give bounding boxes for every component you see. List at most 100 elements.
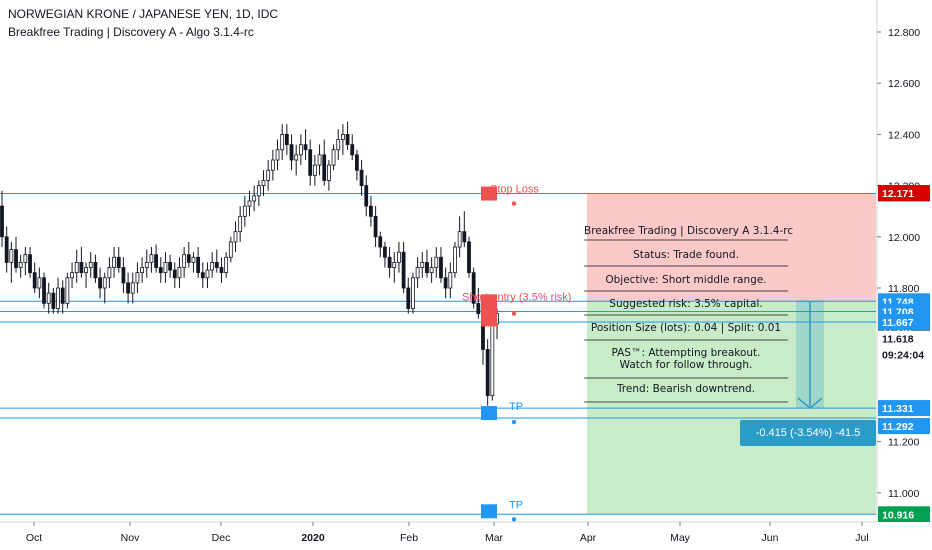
candle-body: [415, 267, 420, 279]
x-tick-label: 2020: [301, 532, 325, 544]
chart-title: NORWEGIAN KRONE / JAPANESE YEN, 1D, IDC: [8, 7, 279, 21]
candle-body: [196, 256, 201, 274]
tp-dot-1: [511, 419, 517, 425]
candle-body: [378, 236, 383, 248]
y-tick-label: 11.800: [888, 283, 919, 295]
axis-badge: [878, 330, 930, 347]
stop-loss-zone: [587, 193, 876, 302]
x-tick-label: Feb: [400, 532, 418, 544]
axis-badge: [878, 400, 930, 417]
y-tick-label: 11.200: [888, 437, 919, 449]
info-line-objective: Objective: Short middle range.: [605, 274, 767, 286]
candle-body: [443, 277, 448, 289]
candle-body: [462, 231, 467, 243]
candle-body: [383, 246, 387, 258]
candle-body: [191, 256, 196, 263]
x-tick-label: May: [670, 532, 691, 544]
candle-body: [51, 292, 56, 309]
candle-body: [93, 261, 98, 279]
candle-body: [457, 231, 462, 248]
y-tick-label: 12.600: [888, 78, 920, 90]
candle-body: [471, 272, 476, 304]
stop-loss-label: Stop Loss: [490, 184, 539, 196]
candle-body: [158, 267, 163, 274]
candle-body: [154, 254, 159, 268]
candle-body: [284, 133, 289, 146]
candle-body: [420, 261, 425, 268]
candle-body: [317, 154, 322, 166]
candle-body: [312, 164, 317, 176]
y-tick-label: 12.400: [888, 129, 920, 141]
candle-body: [359, 169, 364, 187]
candle-body: [434, 256, 439, 268]
x-tick-label: Jun: [762, 532, 779, 544]
candle-body: [219, 267, 224, 274]
axis-badge: [878, 418, 930, 435]
candle-body: [228, 241, 233, 258]
candle-body: [294, 154, 299, 161]
candle-body: [411, 277, 415, 309]
candle-body: [224, 256, 229, 274]
candle-body: [168, 261, 173, 271]
candle-body: [392, 261, 397, 268]
candle-body: [401, 251, 406, 289]
candle-body: [0, 205, 4, 238]
candle-body: [14, 249, 18, 268]
y-axis-background: [877, 0, 932, 550]
candle-body: [42, 277, 46, 304]
candle-body: [406, 287, 411, 309]
candle-body: [210, 261, 215, 271]
candle-body: [280, 133, 285, 151]
candle-body: [186, 254, 191, 263]
candle-body: [387, 256, 392, 268]
candle-body: [116, 256, 121, 268]
x-tick-label: Oct: [26, 532, 42, 544]
candle-body: [364, 185, 369, 207]
tp-marker-2: [481, 504, 497, 519]
candle-body: [56, 287, 60, 309]
candle-body: [326, 164, 331, 181]
info-line-position-size: Position Size (lots): 0.04 | Split: 0.01: [590, 322, 782, 334]
candle-body: [23, 254, 28, 263]
candle-body: [233, 231, 238, 243]
candle-body: [98, 277, 102, 289]
candle-body: [18, 261, 23, 268]
candle-body: [355, 154, 359, 171]
candle-body: [84, 267, 88, 274]
info-line-pas-follow: Watch for follow through.: [619, 359, 753, 371]
axis-badge-label: 11.331: [882, 403, 914, 415]
candle-body: [74, 261, 79, 274]
candle-body: [37, 277, 42, 289]
candle-body: [247, 200, 252, 207]
candle-body: [256, 185, 261, 197]
candle-body: [429, 267, 434, 274]
candle-body: [126, 282, 130, 294]
candle-body: [308, 149, 313, 176]
entry-dot: [511, 311, 517, 316]
stop-loss-dot: [511, 201, 517, 206]
candle-body: [88, 261, 93, 268]
candle-body: [79, 261, 84, 274]
axis-badge: [878, 314, 930, 331]
candle-body: [102, 277, 107, 289]
candle-body: [65, 277, 70, 304]
y-tick-label: 12.800: [888, 27, 920, 39]
stop-loss-marker: [481, 186, 497, 201]
axis-badge-label: 09:24:04: [882, 350, 924, 362]
candle-body: [144, 261, 149, 268]
candle-body: [112, 256, 116, 268]
info-line-trend: Trend: Bearish downtrend.: [616, 383, 756, 395]
candle-body: [9, 249, 14, 263]
candle-body: [439, 256, 443, 279]
candle-body: [130, 282, 135, 294]
tp-label-1: TP: [509, 401, 523, 413]
candle-body: [298, 144, 303, 156]
info-line-pas: PAS™: Attempting breakout.: [611, 347, 761, 359]
x-tick-label: Mar: [485, 532, 504, 544]
entry-marker: [481, 294, 497, 327]
candle-body: [322, 154, 327, 181]
candle-body: [331, 149, 336, 166]
axis-badge-label: 10.916: [882, 509, 914, 521]
candle-body: [270, 159, 275, 171]
